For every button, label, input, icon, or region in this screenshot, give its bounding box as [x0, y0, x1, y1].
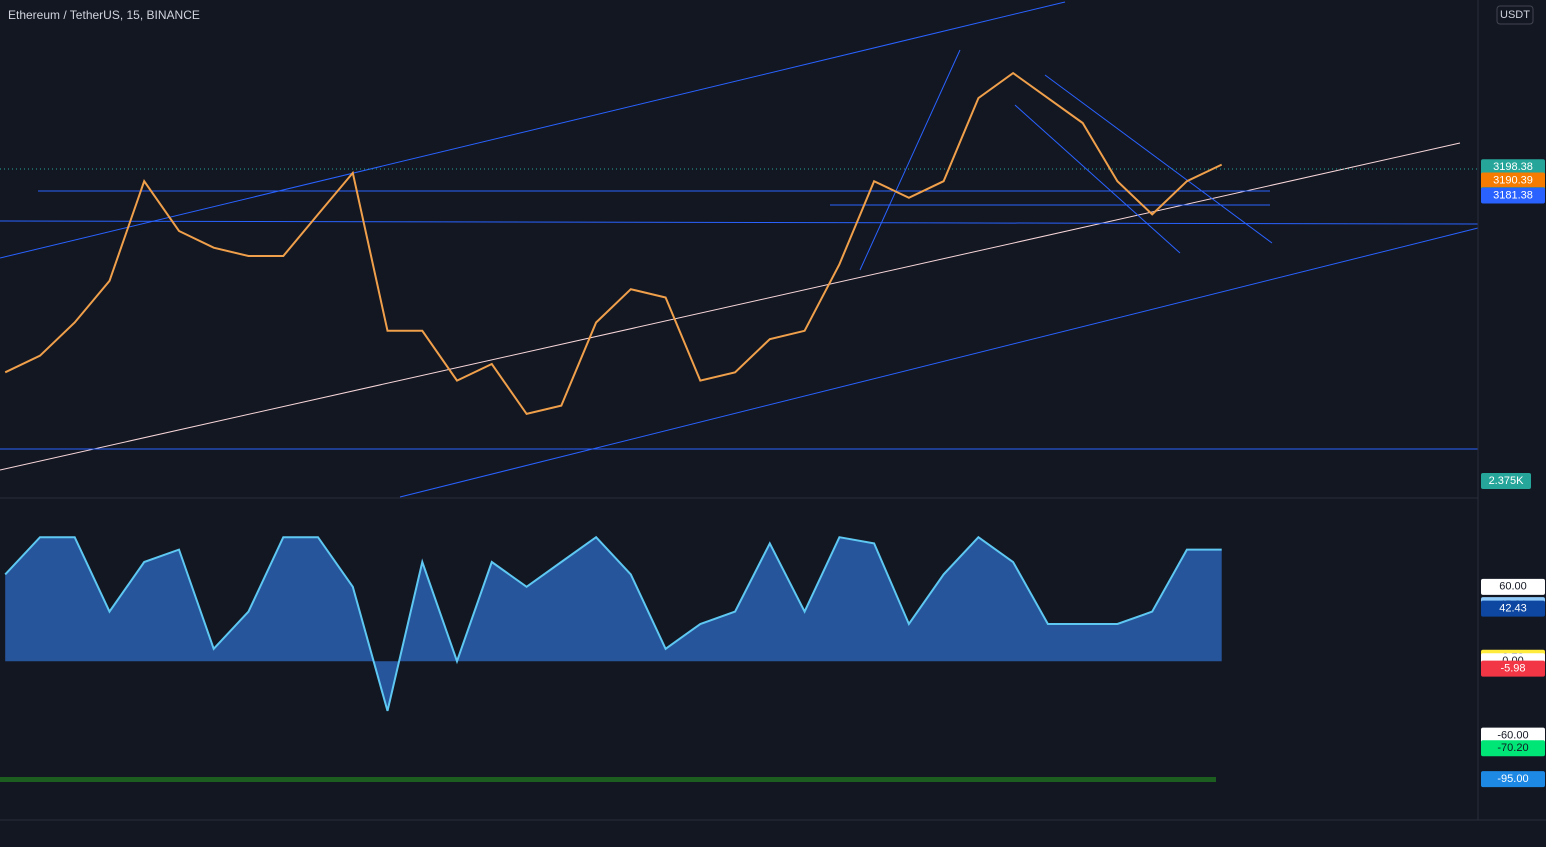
drawings: [0, 1, 1479, 498]
price-badge-label: 3198.38: [1493, 161, 1533, 173]
oscillator-line: [4, 535, 1222, 712]
price-line: [4, 71, 1223, 416]
price-badge: [1481, 578, 1545, 595]
axes: 3198.3801:473190.393181.583181.3860.0045…: [1481, 159, 1545, 788]
price-badge: [1481, 660, 1545, 677]
price-badge: [1481, 727, 1545, 744]
oscillator-area: [5, 537, 1222, 711]
chart-title: Ethereum / TetherUS, 15, BINANCE: [8, 8, 200, 22]
price-badge-label: 3181.38: [1493, 189, 1533, 201]
price-badge: [1481, 600, 1545, 617]
price-badge-label: -70.20: [1497, 742, 1528, 754]
price-badge-label: 60.00: [1499, 581, 1527, 593]
price-badge-label: -5.98: [1500, 663, 1525, 675]
currency-button[interactable]: [1496, 5, 1534, 25]
price-badge-label: 3190.39: [1493, 174, 1533, 186]
price-badge: [1481, 172, 1545, 189]
price-badge-label: 42.43: [1499, 603, 1527, 615]
price-badge: [1481, 740, 1545, 757]
price-badge-label: -60.00: [1497, 730, 1528, 742]
volume-label: 2.375K: [1489, 475, 1525, 487]
price-badge: [1481, 771, 1545, 788]
price-badge-label: -95.00: [1497, 773, 1528, 785]
plots: [4, 71, 1223, 712]
price-badge: [1481, 187, 1545, 204]
volume-badge: [1481, 473, 1531, 489]
signal-strip: [0, 777, 1216, 782]
currency[interactable]: USDT: [1500, 9, 1530, 21]
